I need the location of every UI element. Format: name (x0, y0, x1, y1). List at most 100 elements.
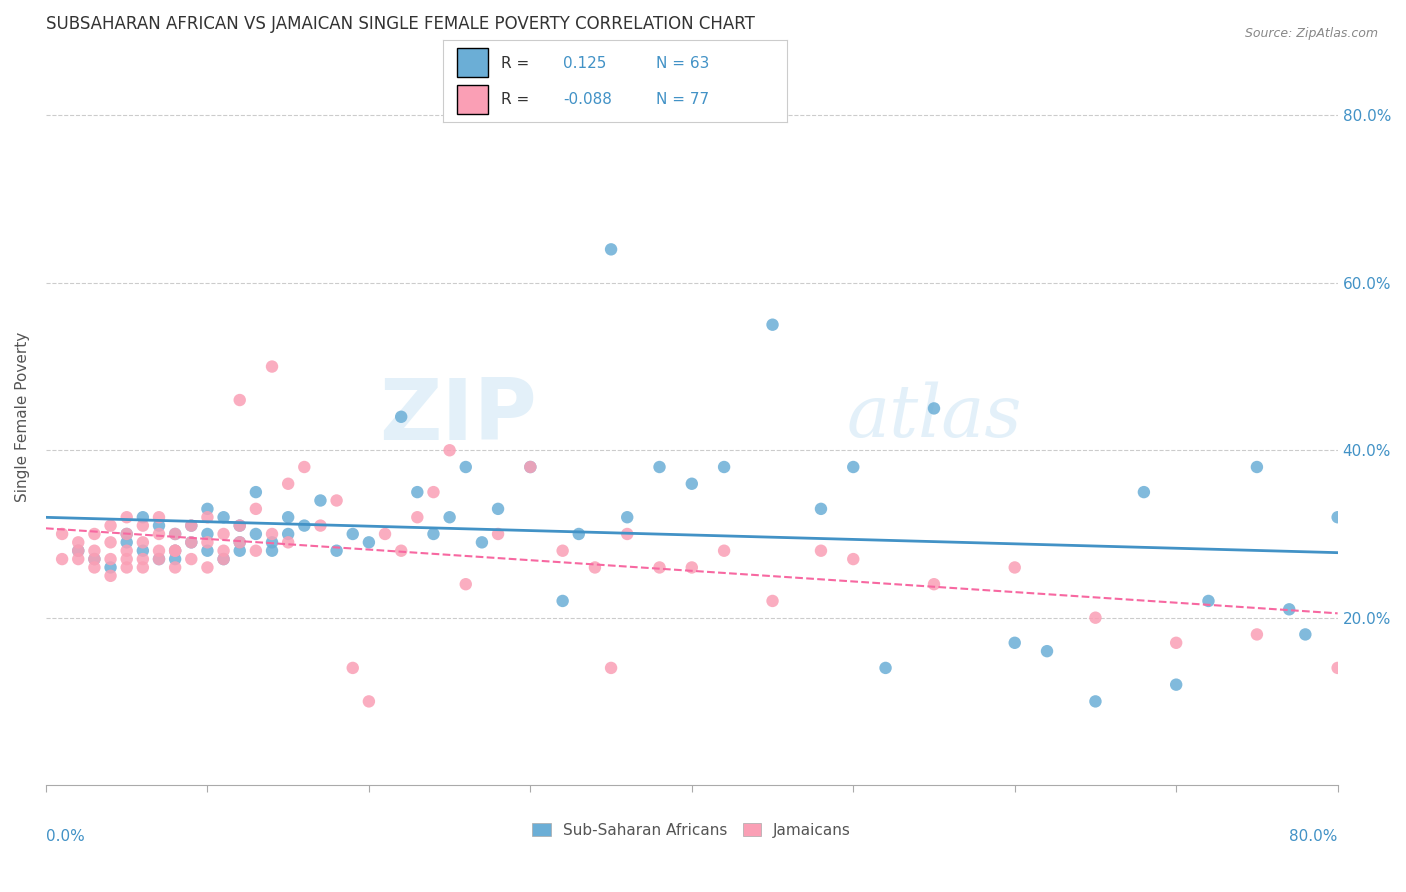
Point (600, 661, 623, 675)
Text: N = 63: N = 63 (657, 55, 710, 70)
Point (648, 460, 671, 475)
Point (260, 527, 283, 541)
Point (67, 543, 90, 558)
Point (83, 527, 105, 541)
Point (406, 485, 429, 500)
Point (260, 543, 283, 558)
Point (100, 518, 122, 533)
Text: N = 77: N = 77 (657, 92, 710, 107)
Point (148, 552, 170, 566)
Point (83, 560, 105, 574)
Point (1246, 460, 1268, 475)
Point (277, 510, 299, 524)
Point (100, 552, 122, 566)
Point (197, 535, 219, 549)
Point (228, 392, 250, 407)
Point (100, 569, 122, 583)
Point (486, 527, 509, 541)
Point (616, 510, 638, 524)
Point (132, 543, 155, 558)
Text: Source: ZipAtlas.com: Source: ZipAtlas.com (1244, 27, 1378, 40)
Point (180, 518, 202, 533)
Point (389, 409, 412, 424)
Point (180, 552, 202, 566)
Point (325, 493, 347, 508)
Point (922, 401, 945, 416)
Point (583, 560, 606, 574)
Point (165, 527, 187, 541)
Point (486, 501, 509, 516)
Point (439, 443, 461, 458)
Point (309, 493, 332, 508)
Point (100, 535, 122, 549)
Point (83, 552, 105, 566)
Point (342, 661, 364, 675)
Point (422, 527, 444, 541)
Point (132, 510, 155, 524)
Y-axis label: Single Female Poverty: Single Female Poverty (15, 332, 30, 502)
Point (132, 552, 155, 566)
Point (245, 527, 267, 541)
Point (245, 501, 267, 516)
Point (115, 510, 138, 524)
Point (292, 460, 315, 475)
Point (519, 460, 541, 475)
Point (616, 527, 638, 541)
Point (422, 485, 444, 500)
Point (309, 518, 332, 533)
Point (212, 552, 235, 566)
Point (132, 518, 155, 533)
Point (83, 543, 105, 558)
Point (454, 577, 477, 591)
Text: atlas: atlas (846, 382, 1022, 452)
Point (342, 527, 364, 541)
Point (212, 543, 235, 558)
Point (600, 243, 623, 257)
Point (713, 543, 735, 558)
Point (212, 552, 235, 566)
Text: 80.0%: 80.0% (1289, 830, 1337, 845)
Point (228, 535, 250, 549)
Point (471, 535, 494, 549)
Point (197, 560, 219, 574)
Point (165, 552, 187, 566)
Point (67, 535, 90, 549)
Point (132, 560, 155, 574)
Point (100, 560, 122, 574)
Point (83, 552, 105, 566)
Point (115, 527, 138, 541)
Point (148, 518, 170, 533)
Text: -0.088: -0.088 (564, 92, 613, 107)
Point (115, 560, 138, 574)
Point (1084, 694, 1107, 708)
Point (842, 460, 865, 475)
Point (260, 535, 283, 549)
Point (115, 527, 138, 541)
Point (148, 552, 170, 566)
Point (277, 527, 299, 541)
Point (245, 543, 267, 558)
Point (761, 318, 783, 332)
Point (1004, 636, 1026, 650)
Point (228, 543, 250, 558)
Point (228, 518, 250, 533)
Point (1166, 678, 1188, 692)
Point (148, 543, 170, 558)
Point (1198, 594, 1220, 608)
Point (1326, 661, 1348, 675)
Point (228, 535, 250, 549)
Point (292, 518, 315, 533)
Point (1004, 560, 1026, 574)
Point (1246, 627, 1268, 641)
Text: SUBSAHARAN AFRICAN VS JAMAICAN SINGLE FEMALE POVERTY CORRELATION CHART: SUBSAHARAN AFRICAN VS JAMAICAN SINGLE FE… (46, 15, 755, 33)
Point (212, 510, 235, 524)
FancyBboxPatch shape (457, 48, 488, 77)
Point (228, 518, 250, 533)
Point (519, 460, 541, 475)
Point (165, 543, 187, 558)
Point (568, 527, 591, 541)
Point (439, 510, 461, 524)
Text: 0.125: 0.125 (564, 55, 607, 70)
Point (713, 460, 735, 475)
Point (260, 359, 283, 374)
